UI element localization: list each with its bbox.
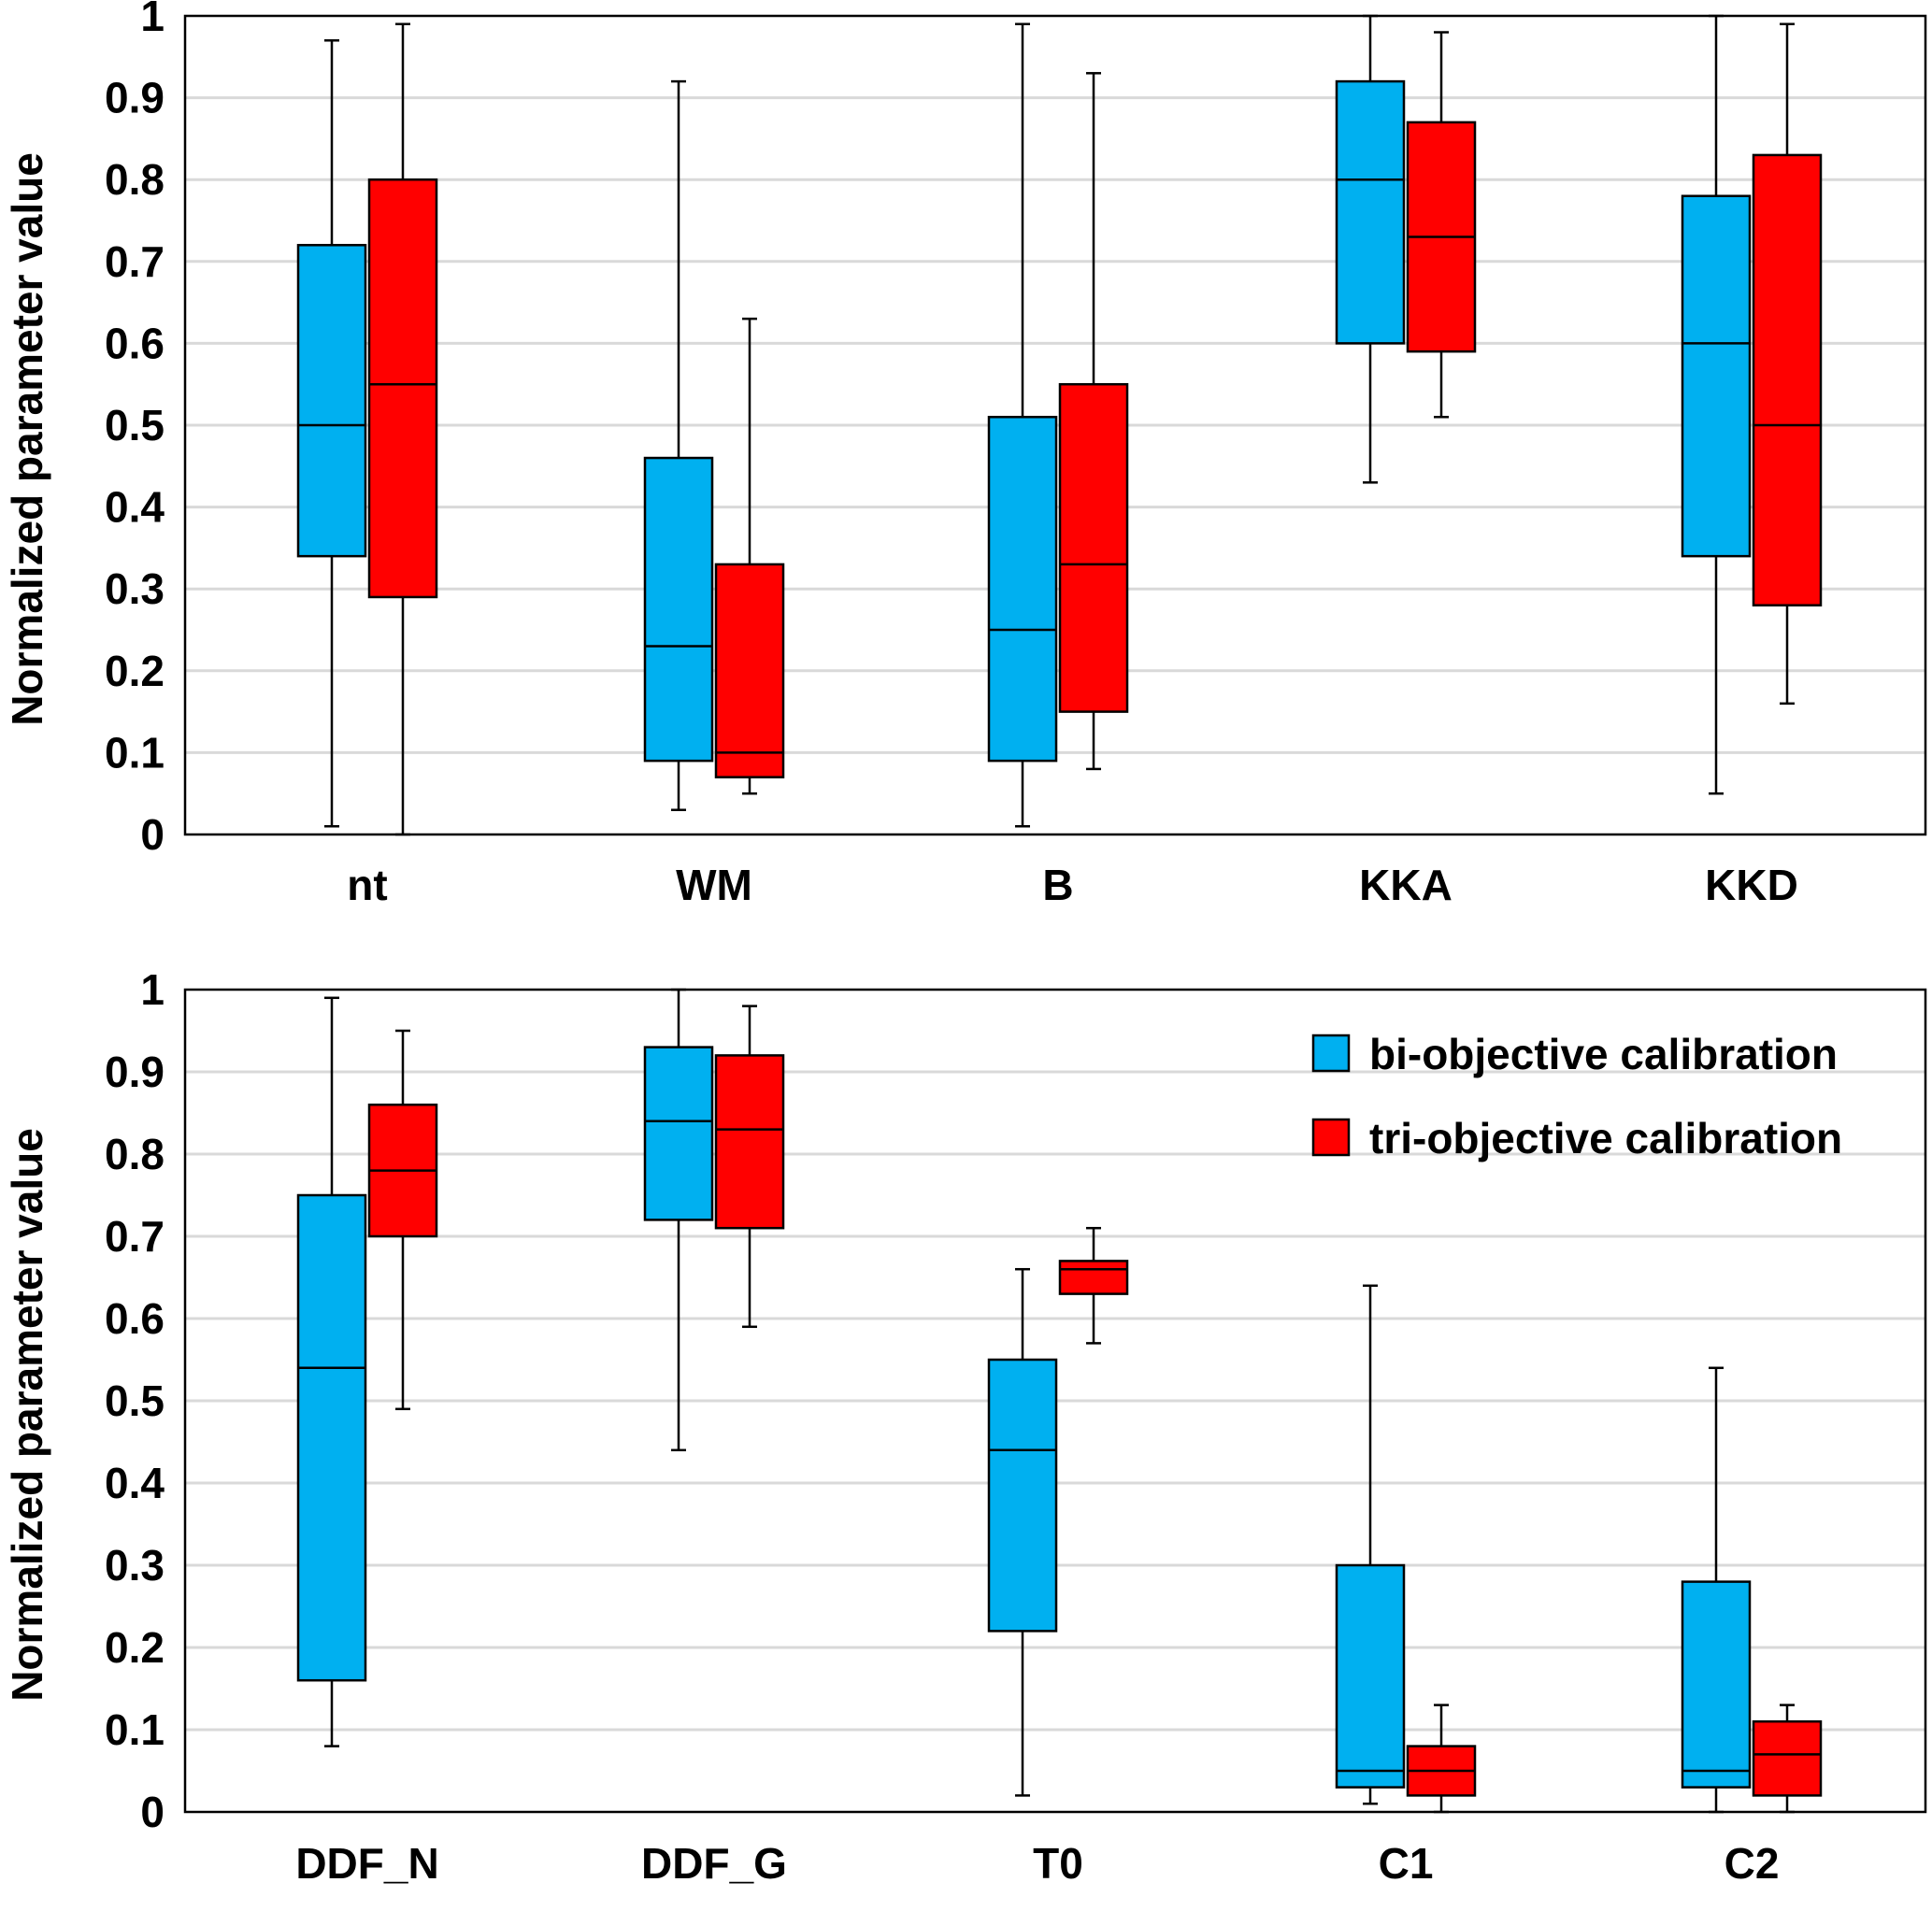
legend: bi-objective calibration tri-objective ca… [1311,1030,1842,1162]
x-category-label: nt [347,861,387,909]
box-tri-ddf_n [367,1029,438,1411]
box-iqr [296,244,367,558]
y-tick-label: 1 [140,0,165,40]
legend-label: bi-objective calibration [1369,1030,1838,1078]
box-bi-ddf_n [296,996,367,1747]
box-bi-c2 [1681,1366,1752,1814]
box-iqr [1058,382,1129,713]
y-tick-label: 0.1 [105,728,165,777]
box-bi-t0 [987,1267,1058,1797]
y-tick-label: 0.8 [105,155,165,204]
y-tick-label: 0.7 [105,237,165,286]
legend-label: tri-objective calibration [1369,1114,1842,1162]
y-tick-label: 0.2 [105,1623,165,1672]
box-iqr [1752,1719,1823,1797]
x-category-label: T0 [1033,1839,1083,1888]
plot-area-frame [183,988,1927,1814]
box-iqr [296,1193,367,1682]
y-tick-label: 0.2 [105,647,165,695]
y-tick-label: 1 [140,965,165,1014]
y-axis-label: Normalized parameter value [3,152,51,726]
box-iqr [1335,79,1406,345]
box-iqr [643,456,714,763]
box-iqr [1058,1260,1129,1295]
y-tick-label: 0.1 [105,1705,165,1754]
box-iqr [367,178,438,599]
box-tri-c2 [1752,1704,1823,1814]
chart-panel-1: 0 0.1 0.2 0.3 0.4 0.5 0.6 0.7 0.8 0.9 1 Normalized … [3,0,1927,909]
y-tick-label: 0.3 [105,1541,165,1590]
y-tick-label: 0 [140,1788,165,1836]
box-bi-ddf_g [643,988,714,1452]
box-iqr [1681,194,1752,558]
box-bi-nt [296,39,367,828]
box-iqr [1681,1580,1752,1789]
y-tick-label: 0.7 [105,1212,165,1261]
y-tick-label: 0.5 [105,1376,165,1425]
x-category-label: C1 [1379,1839,1434,1888]
chart-panel-2: 0 0.1 0.2 0.3 0.4 0.5 0.6 0.7 0.8 0.9 1 Normalized … [3,965,1927,1888]
legend-swatch [1311,1034,1351,1073]
y-tick-label: 0.5 [105,401,165,449]
x-category-label: WM [676,861,752,909]
y-axis-label: Normalized parameter value [3,1128,51,1702]
box-iqr [643,1046,714,1221]
y-tick-label: 0.6 [105,1294,165,1343]
x-category-label: B [1042,861,1073,909]
x-category-label: DDF_G [641,1839,787,1888]
x-category-label: KKD [1705,861,1798,909]
x-category-label: KKA [1359,861,1453,909]
box-bi-kka [1335,14,1406,484]
y-tick-label: 0 [140,810,165,859]
box-tri-c1 [1406,1704,1477,1814]
box-bi-kkd [1681,14,1752,795]
legend-swatch [1311,1118,1351,1157]
y-tick-label: 0.9 [105,1048,165,1096]
box-bi-c1 [1335,1284,1406,1805]
box-iqr [714,563,785,778]
box-iqr [987,415,1058,763]
x-category-label: DDF_N [295,1839,438,1888]
box-tri-kkd [1752,22,1823,706]
box-iqr [714,1054,785,1230]
y-tick-label: 0.3 [105,564,165,613]
box-iqr [1335,1563,1406,1789]
box-iqr [987,1358,1058,1633]
plot-area-frame [183,14,1927,836]
box-tri-t0 [1058,1226,1129,1345]
box-tri-nt [367,22,438,836]
y-tick-label: 0.9 [105,74,165,122]
box-tri-kka [1406,31,1477,419]
x-category-label: C2 [1724,1839,1780,1888]
y-tick-label: 0.6 [105,319,165,367]
box-tri-ddf_g [714,1005,785,1329]
y-tick-label: 0.4 [105,1459,165,1507]
box-bi-b [987,22,1058,828]
y-tick-label: 0.4 [105,483,165,532]
box-tri-wm [714,317,785,795]
box-bi-wm [643,79,714,811]
y-tick-label: 0.8 [105,1130,165,1178]
box-tri-b [1058,72,1129,771]
box-iqr [1752,153,1823,606]
